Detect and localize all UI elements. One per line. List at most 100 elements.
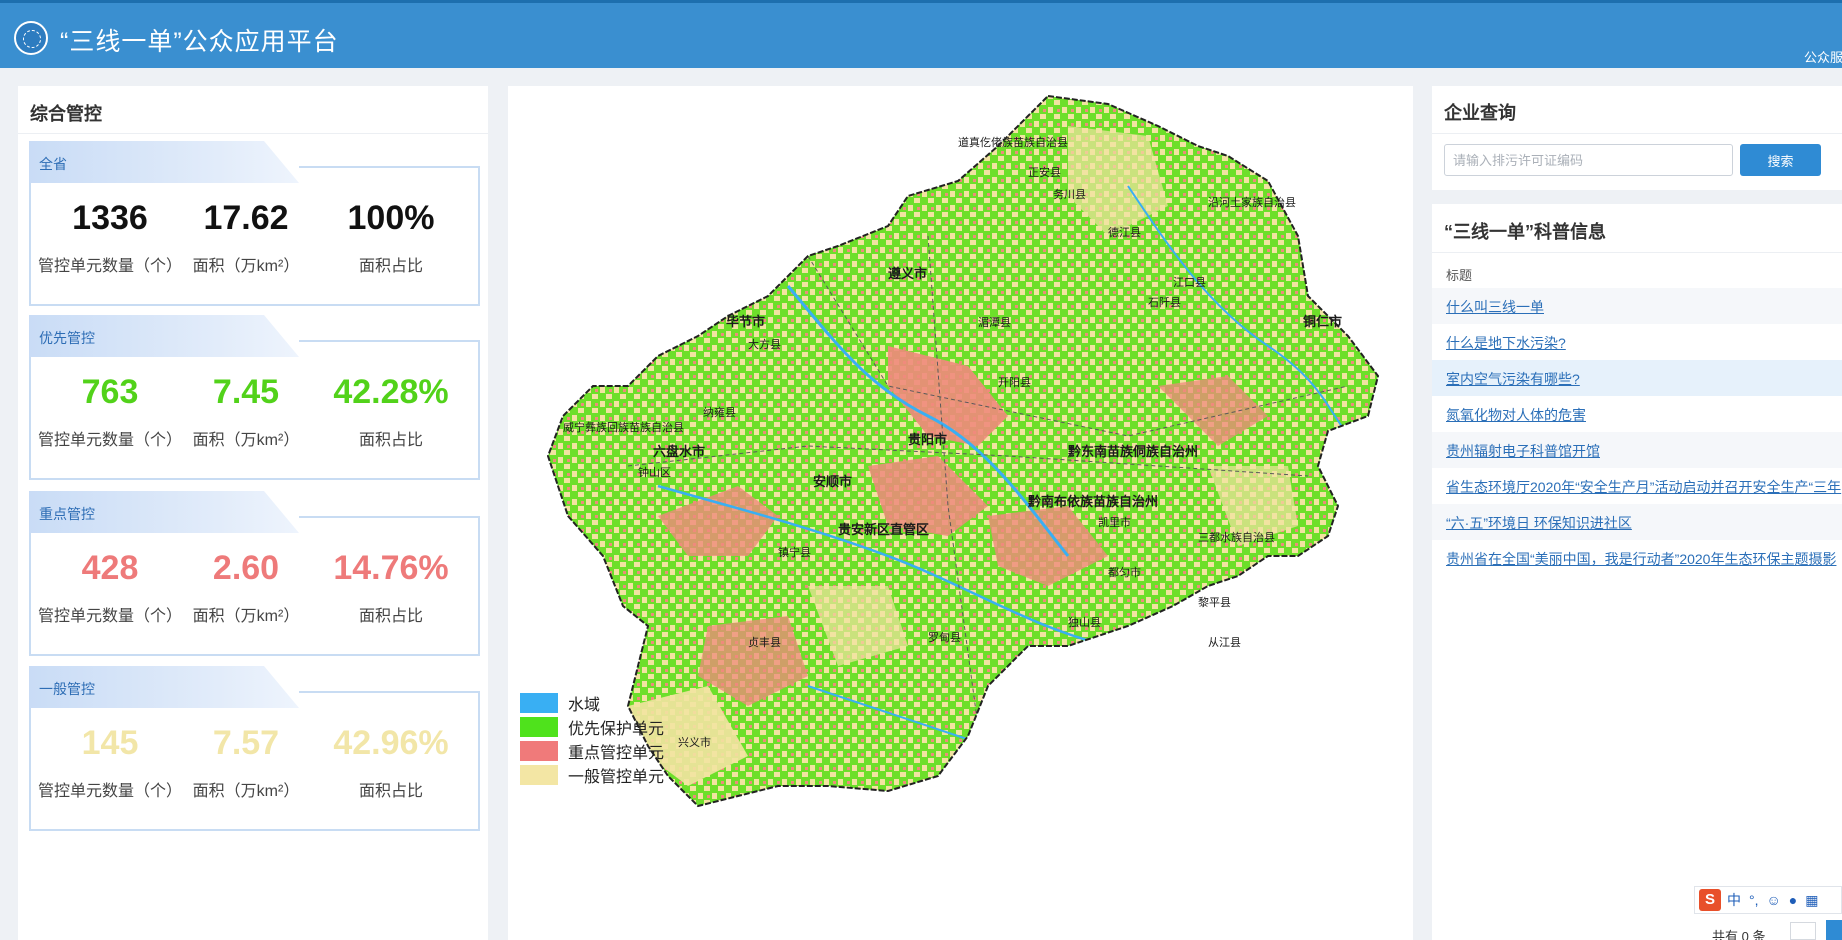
map-place-label: 安顺市 bbox=[813, 474, 852, 489]
map-panel[interactable]: 遵义市 贵阳市 毕节市 六盘水市 安顺市 铜仁市 黔南布依族苗族自治州 黔东南苗族侗族自治州贵… bbox=[508, 86, 1413, 940]
unit-count-metric: 428 管控单元数量（个） bbox=[35, 546, 185, 626]
map-place-label: 贞丰县 bbox=[748, 635, 781, 649]
map-place-label: 镇宁县 bbox=[778, 545, 811, 559]
ime-logo-icon: S bbox=[1699, 889, 1721, 911]
map-place-label: 黎平县 bbox=[1198, 595, 1231, 609]
unit-count-label: 管控单元数量（个） bbox=[37, 608, 182, 625]
logo-icon bbox=[14, 21, 48, 55]
list-item: 室内空气污染有哪些? bbox=[1432, 360, 1842, 396]
unit-count-value: 1336 bbox=[72, 199, 148, 237]
unit-count-metric: 145 管控单元数量（个） bbox=[35, 721, 185, 801]
card-tab[interactable]: 一般管控 bbox=[29, 666, 299, 708]
ime-toolbar[interactable]: S 中 °, ☺ ● ▦ bbox=[1694, 886, 1842, 914]
map-place-label: 石阡县 bbox=[1148, 296, 1181, 309]
map-place-label: 罗甸县 bbox=[928, 631, 961, 644]
map-place-label: 道真仡佬族苗族自治县 bbox=[958, 135, 1068, 149]
area-label: 面积（万km²） bbox=[192, 432, 300, 449]
map-place-label: 湄潭县 bbox=[978, 316, 1011, 329]
panel-title: 综合管控 bbox=[18, 86, 488, 134]
map-place-label: 铜仁市 bbox=[1302, 314, 1342, 329]
map-place-label: 兴义市 bbox=[678, 735, 711, 749]
pager-prev-button[interactable] bbox=[1790, 922, 1816, 940]
area-value: 7.57 bbox=[212, 724, 280, 762]
card-tab[interactable]: 重点管控 bbox=[29, 491, 299, 533]
map-place-label: 毕节市 bbox=[726, 314, 765, 329]
area-label: 面积（万km²） bbox=[192, 608, 300, 625]
area-ratio-value: 14.76% bbox=[333, 549, 449, 587]
pager-current-page[interactable] bbox=[1826, 920, 1842, 940]
map-place-label: 从江县 bbox=[1208, 636, 1241, 649]
info-link[interactable]: 贵州辐射电子科普馆开馆 bbox=[1446, 443, 1600, 459]
area-ratio-value: 42.96% bbox=[333, 724, 449, 762]
map-place-label: 正安县 bbox=[1028, 165, 1061, 179]
area-metric: 2.60 面积（万km²） bbox=[171, 546, 321, 626]
science-info-panel: “三线一单”科普信息 标题 什么叫三线一单什么是地下水污染? 室内空气污染有哪些?… bbox=[1432, 204, 1842, 940]
area-metric: 7.57 面积（万km²） bbox=[171, 721, 321, 801]
info-link[interactable]: “六·五”环境日 环保知识进社区 bbox=[1446, 515, 1632, 531]
user-menu[interactable]: 公众服务 bbox=[1804, 50, 1842, 65]
legend-swatch bbox=[520, 717, 558, 737]
unit-count-label: 管控单元数量（个） bbox=[37, 783, 182, 800]
map-place-label: 三都水族自治县 bbox=[1198, 530, 1275, 544]
card-body: 145 管控单元数量（个） 7.57 面积（万km²） 42.96% 面积占比 bbox=[29, 691, 480, 831]
info-link[interactable]: 省生态环境厅2020年“安全生产月”活动启动并召开安全生产“三年 bbox=[1446, 479, 1842, 495]
query-title: 企业查询 bbox=[1432, 86, 1842, 134]
area-ratio-metric: 42.96% 面积占比 bbox=[316, 721, 466, 801]
map-place-label: 沿河土家族自治县 bbox=[1208, 195, 1296, 209]
ime-mode-toggle[interactable]: 中 bbox=[1727, 892, 1741, 908]
area-ratio-label: 面积占比 bbox=[358, 608, 423, 625]
legend-label: 一般管控单元 bbox=[568, 769, 665, 786]
search-button[interactable]: 搜索 bbox=[1740, 144, 1821, 176]
emoji-icon[interactable]: ☺ bbox=[1766, 892, 1781, 908]
info-link[interactable]: 什么是地下水污染? bbox=[1446, 335, 1566, 351]
list-item: 什么是地下水污染? bbox=[1432, 324, 1842, 360]
map-place-label: 钟山区 bbox=[638, 465, 671, 479]
info-title: “三线一单”科普信息 bbox=[1444, 222, 1606, 242]
table-header-title: 标题 bbox=[1432, 252, 1842, 288]
card-tab[interactable]: 优先管控 bbox=[29, 315, 299, 357]
map-place-label: 凯里市 bbox=[1098, 515, 1131, 529]
area-value: 2.60 bbox=[212, 549, 280, 587]
enterprise-query-panel: 企业查询 搜索 bbox=[1432, 86, 1842, 190]
area-ratio-label: 面积占比 bbox=[358, 258, 423, 275]
card-tab-label: 优先管控 bbox=[39, 330, 95, 346]
legend-label: 优先保护单元 bbox=[568, 721, 665, 738]
legend-label: 水域 bbox=[568, 697, 601, 714]
legend-swatch bbox=[520, 693, 558, 713]
area-label: 面积（万km²） bbox=[192, 783, 300, 800]
info-link[interactable]: 氮氧化物对人体的危害 bbox=[1446, 407, 1586, 423]
top-bar: “三线一单”公众应用平台 公众服务 bbox=[0, 0, 1842, 68]
legend-item: 水域 bbox=[520, 691, 664, 715]
ime-punct-toggle[interactable]: °, bbox=[1749, 892, 1759, 908]
keyboard-icon[interactable]: ▦ bbox=[1805, 891, 1819, 908]
list-item: 贵州辐射电子科普馆开馆 bbox=[1432, 432, 1842, 468]
map-place-label: 贵安新区直管区 bbox=[838, 522, 929, 537]
unit-count-value: 428 bbox=[81, 549, 139, 587]
area-metric: 7.45 面积（万km²） bbox=[171, 370, 321, 450]
info-link[interactable]: 贵州省在全国“美丽中国，我是行动者”2020年生态环保主题摄影 bbox=[1446, 551, 1837, 567]
map-place-label: 江口县 bbox=[1173, 276, 1206, 289]
map-place-label: 六盘水市 bbox=[653, 444, 705, 459]
card-tab[interactable]: 全省 bbox=[29, 141, 299, 183]
list-item: “六·五”环境日 环保知识进社区 bbox=[1432, 504, 1842, 540]
map-place-label: 遵义市 bbox=[888, 266, 927, 281]
legend-label: 重点管控单元 bbox=[568, 745, 665, 762]
area-metric: 17.62 面积（万km²） bbox=[171, 196, 321, 276]
map-legend: 水域优先保护单元 重点管控单元 一般管控单元 bbox=[520, 691, 664, 787]
card-tab-label: 全省 bbox=[39, 156, 67, 172]
legend-item: 重点管控单元 bbox=[520, 739, 664, 763]
microphone-icon[interactable]: ● bbox=[1788, 892, 1798, 908]
area-ratio-value: 42.28% bbox=[333, 373, 449, 411]
info-link[interactable]: 室内空气污染有哪些? bbox=[1446, 371, 1580, 387]
area-value: 7.45 bbox=[212, 373, 280, 411]
pager-total: 共有 0 条 bbox=[1712, 929, 1766, 940]
map-place-label: 务川县 bbox=[1053, 188, 1086, 201]
info-link[interactable]: 什么叫三线一单 bbox=[1446, 299, 1544, 315]
card-body: 763 管控单元数量（个） 7.45 面积（万km²） 42.28% 面积占比 bbox=[29, 340, 480, 480]
map-place-label: 德江县 bbox=[1108, 225, 1141, 239]
area-ratio-label: 面积占比 bbox=[358, 432, 423, 449]
permit-code-input[interactable] bbox=[1444, 144, 1733, 176]
map-place-label: 纳雍县 bbox=[703, 405, 736, 419]
unit-count-metric: 1336 管控单元数量（个） bbox=[35, 196, 185, 276]
